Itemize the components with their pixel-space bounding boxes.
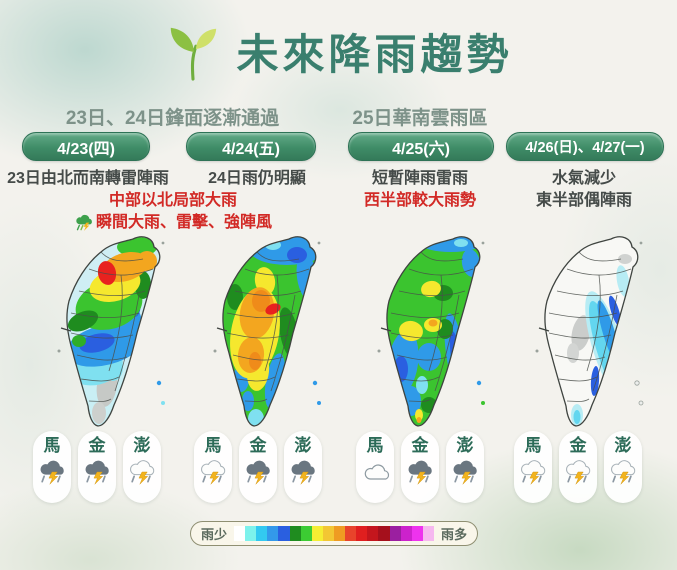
- island-penghu: 澎: [604, 431, 642, 503]
- island-label: 馬: [43, 436, 61, 455]
- date-pill-426-427: 4/26(日)、4/27(一): [506, 132, 664, 161]
- weather-icon: [37, 458, 67, 486]
- island-label: 馬: [204, 436, 222, 455]
- header: 未來降雨趨勢: [0, 12, 677, 90]
- island-kinmen: 金: [401, 431, 439, 503]
- islands-row-423: 馬 金 澎: [17, 431, 177, 507]
- weather-icon: [405, 458, 435, 486]
- storm-cloud-green-icon: [76, 214, 92, 231]
- legend-color-swatch: [356, 526, 368, 541]
- section-title-front: 23日、24日鋒面逐漸通過: [65, 108, 280, 129]
- island-label: 金: [249, 436, 267, 455]
- legend-color-swatch: [378, 526, 390, 541]
- forecast-text-426: 水氣減少: [551, 170, 616, 187]
- legend-color-swatch: [422, 526, 434, 541]
- legend-color-swatch: [267, 526, 279, 541]
- island-label: 澎: [294, 436, 312, 455]
- legend-color-swatch: [345, 526, 357, 541]
- island-label: 馬: [366, 436, 384, 455]
- island-penghu: 澎: [123, 431, 161, 503]
- weather-icon: [450, 458, 480, 486]
- island-penghu: 澎: [284, 431, 322, 503]
- island-label: 金: [411, 436, 429, 455]
- weather-icon: [360, 458, 390, 486]
- forecast-text-424: 24日雨仍明顯: [208, 170, 306, 187]
- rain-map-424: [213, 236, 321, 427]
- weather-icon: [608, 458, 638, 486]
- island-kinmen: 金: [239, 431, 277, 503]
- legend-color-swatch: [389, 526, 401, 541]
- legend-more-label: 雨多: [440, 527, 467, 542]
- page-title: 未來降雨趨勢: [236, 30, 513, 78]
- weather-icon: [243, 458, 273, 486]
- sprout-icon: [171, 27, 217, 81]
- legend-color-swatch: [278, 526, 290, 541]
- date-pill-424: 4/24(五): [186, 132, 316, 161]
- legend-color-swatch: [245, 526, 257, 541]
- legend-color-strip: [234, 526, 434, 541]
- legend-color-swatch: [311, 526, 323, 541]
- rain-map-425: [377, 236, 485, 427]
- forecast-text-426-line2: 東半部偶陣雨: [535, 192, 632, 209]
- weather-icon: [518, 458, 548, 486]
- warning-text-rain: 中部以北局部大雨: [108, 192, 237, 209]
- weather-icon: [198, 458, 228, 486]
- island-matsu: 馬: [514, 431, 552, 503]
- islands-row-425: 馬 金 澎: [340, 431, 500, 507]
- forecast-text-423: 23日由北而南轉雷陣雨: [7, 170, 169, 187]
- island-matsu: 馬: [33, 431, 71, 503]
- rain-map-423: [57, 236, 165, 427]
- island-matsu: 馬: [194, 431, 232, 503]
- legend-color-swatch: [334, 526, 346, 541]
- weather-icon: [288, 458, 318, 486]
- warning-text-thunder: 瞬間大雨、雷擊、強陣風: [0, 208, 346, 232]
- legend-color-swatch: [322, 526, 334, 541]
- rain-legend: 雨少 雨多: [190, 521, 478, 546]
- weather-icon: [563, 458, 593, 486]
- rain-map-426-427: [535, 236, 644, 427]
- legend-color-swatch: [300, 526, 312, 541]
- legend-color-swatch: [289, 526, 301, 541]
- legend-color-swatch: [411, 526, 423, 541]
- island-penghu: 澎: [446, 431, 484, 503]
- island-label: 馬: [524, 436, 542, 455]
- island-label: 金: [569, 436, 587, 455]
- weather-icon: [127, 458, 157, 486]
- legend-color-swatch: [234, 526, 246, 541]
- legend-less-label: 雨少: [201, 527, 228, 542]
- date-pill-423: 4/23(四): [22, 132, 150, 161]
- island-label: 澎: [614, 436, 632, 455]
- island-kinmen: 金: [78, 431, 116, 503]
- islands-row-424: 馬 金 澎: [178, 431, 338, 507]
- section-title-cloud: 25日華南雲雨區: [352, 108, 488, 129]
- legend-color-swatch: [400, 526, 412, 541]
- island-label: 澎: [456, 436, 474, 455]
- warning-text-425: 西半部較大雨勢: [363, 192, 476, 209]
- islands-row-426-427: 馬 金 澎: [498, 431, 658, 507]
- weather-icon: [82, 458, 112, 486]
- island-matsu: 馬: [356, 431, 394, 503]
- island-label: 澎: [133, 436, 151, 455]
- date-pill-425: 4/25(六): [348, 132, 494, 161]
- forecast-text-425: 短暫陣雨雷雨: [371, 170, 468, 187]
- island-kinmen: 金: [559, 431, 597, 503]
- legend-color-swatch: [367, 526, 379, 541]
- warning-text-thunder-label: 瞬間大雨、雷擊、強陣風: [95, 214, 272, 231]
- island-label: 金: [88, 436, 106, 455]
- legend-color-swatch: [256, 526, 268, 541]
